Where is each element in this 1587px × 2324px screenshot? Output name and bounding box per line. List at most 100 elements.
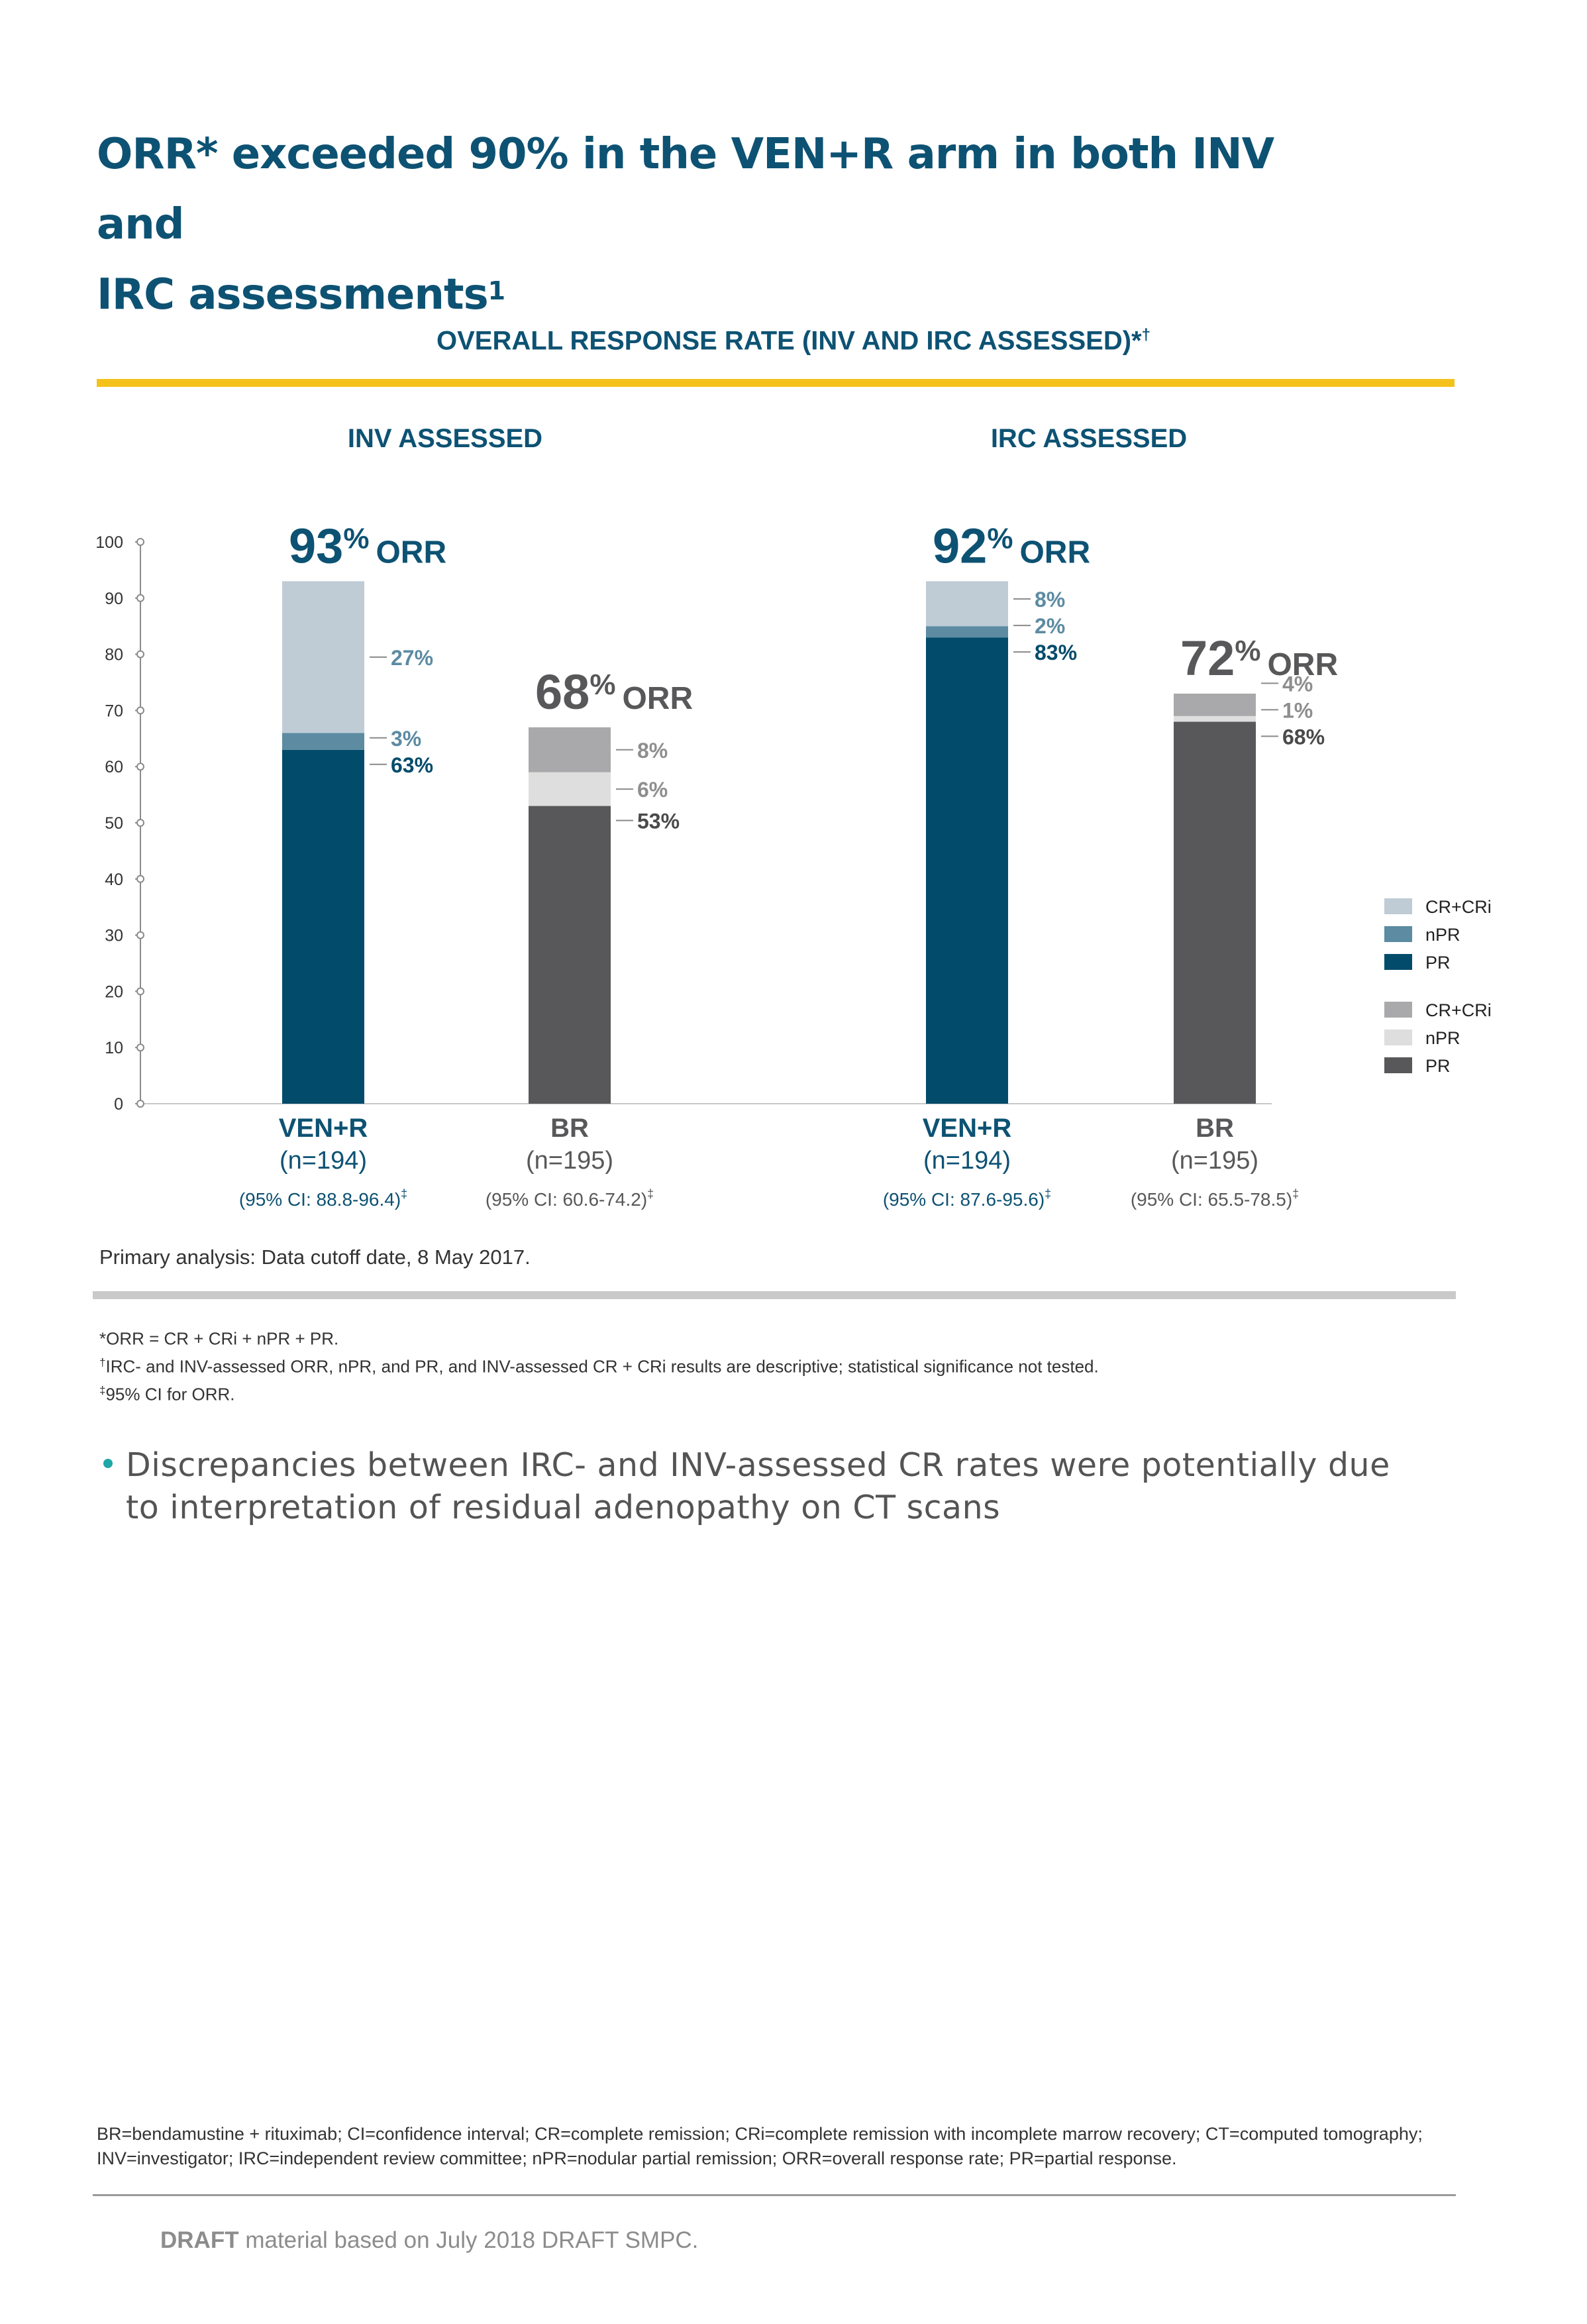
segment-value-label: 8% (637, 739, 668, 763)
orr-value: 92 (933, 518, 987, 573)
segment-value-label: 2% (1035, 614, 1065, 638)
legend-label: PR (1425, 1056, 1451, 1076)
y-tick-label: 100 (95, 533, 123, 552)
divider-rule (93, 1291, 1456, 1299)
legend-label: PR (1425, 953, 1451, 973)
ci-text: (95% CI: 87.6-95.6) (883, 1189, 1045, 1210)
panel-title-inv: INV ASSESSED (347, 424, 543, 453)
orr-headline: 92% ORR (933, 518, 1090, 573)
legend-swatch (1384, 898, 1412, 914)
segment-value-label: 68% (1282, 725, 1325, 749)
category-ci-label: (95% CI: 88.8-96.4)‡ (239, 1187, 407, 1210)
category-label: BR (550, 1114, 589, 1143)
orr-suffix: ORR (376, 535, 446, 570)
y-tick-dot (136, 650, 144, 659)
orr-suffix: ORR (1019, 535, 1090, 570)
bar-segment-cr-cri (1174, 693, 1256, 716)
panel-title-irc: IRC ASSESSED (990, 424, 1188, 453)
segment-value-label: 27% (391, 646, 433, 670)
title-line-1: ORR* exceeded 90% in the VEN+R arm in bo… (97, 130, 1274, 249)
y-tick-label: 30 (105, 927, 123, 945)
y-tick-dot (136, 706, 144, 715)
page-title: ORR* exceeded 90% in the VEN+R arm in bo… (97, 119, 1289, 330)
legend-swatch (1384, 926, 1412, 942)
footnote-descriptive: †IRC- and INV-assessed ORR, nPR, and PR,… (99, 1356, 1099, 1377)
cutoff-note: Primary analysis: Data cutoff date, 8 Ma… (99, 1245, 531, 1269)
footnote-text: *ORR = CR + CRi + nPR + PR. (99, 1328, 339, 1349)
ci-sup: ‡ (647, 1187, 654, 1200)
category-n-label: (n=194) (280, 1147, 367, 1175)
orr-percent: % (589, 668, 615, 701)
y-tick-label: 20 (105, 982, 123, 1001)
category-ci-label: (95% CI: 65.5-78.5)‡ (1131, 1187, 1299, 1210)
title-ref: 1 (487, 276, 505, 305)
segment-value-label: 4% (1282, 672, 1313, 696)
segment-value-label: 83% (1035, 641, 1077, 664)
y-tick-label: 70 (105, 702, 123, 720)
footnote-text: 95% CI for ORR. (105, 1384, 235, 1404)
bar-segment-npr (1174, 715, 1256, 722)
orr-percent: % (343, 522, 369, 555)
draft-notice: DRAFT material based on July 2018 DRAFT … (160, 2227, 698, 2254)
bar-segment-pr (926, 637, 1008, 1104)
y-tick-dot (136, 538, 144, 546)
footnote-ci: ‡95% CI for ORR. (99, 1384, 235, 1405)
chart-title: OVERALL RESPONSE RATE (INV AND IRC ASSES… (0, 326, 1587, 356)
chart-title-text: OVERALL RESPONSE RATE (INV AND IRC ASSES… (436, 326, 1142, 356)
draft-bold: DRAFT (160, 2227, 239, 2253)
orr-headline: 72% ORR (1180, 631, 1338, 686)
ci-sup: ‡ (1045, 1187, 1051, 1200)
y-tick-dot (136, 1100, 144, 1108)
y-tick-dot (136, 763, 144, 771)
legend-label: nPR (1425, 1028, 1460, 1048)
y-tick-dot (136, 819, 144, 827)
segment-value-label: 63% (391, 753, 433, 777)
ci-text: (95% CI: 88.8-96.4) (239, 1189, 401, 1210)
segment-value-label: 3% (391, 727, 421, 751)
category-n-label: (n=195) (526, 1147, 613, 1175)
segment-value-label: 6% (637, 778, 668, 802)
y-tick-label: 80 (105, 646, 123, 664)
footnote-text: IRC- and INV-assessed ORR, nPR, and PR, … (105, 1356, 1099, 1377)
orr-headline: 68% ORR (535, 664, 693, 719)
legend-swatch (1384, 1030, 1412, 1045)
ci-text: (95% CI: 60.6-74.2) (486, 1189, 647, 1210)
footnote-sup: † (99, 1356, 106, 1369)
bar-segment-pr (529, 806, 611, 1104)
bar-segment-cr-cri (529, 727, 611, 772)
y-tick-label: 90 (105, 590, 123, 608)
category-n-label: (n=195) (1171, 1147, 1258, 1175)
footnote-orr: *ORR = CR + CRi + nPR + PR. (99, 1328, 338, 1349)
category-ci-label: (95% CI: 60.6-74.2)‡ (486, 1187, 654, 1210)
orr-value: 72 (1180, 631, 1235, 686)
bar-segment-pr (1174, 721, 1256, 1104)
y-tick-dot (136, 874, 144, 883)
abbreviations: BR=bendamustine + rituximab; CI=confiden… (97, 2124, 1423, 2168)
bar-segment-pr (282, 749, 364, 1104)
y-tick-dot (136, 1043, 144, 1052)
bar-segment-npr (529, 772, 611, 806)
segment-value-label: 53% (637, 810, 680, 833)
orr-percent: % (987, 522, 1013, 555)
footnote-sup: ‡ (99, 1384, 106, 1397)
y-tick-label: 10 (105, 1039, 123, 1057)
orr-percent: % (1235, 635, 1260, 667)
legend-label: CR+CRi (1425, 897, 1492, 917)
chart-title-sup: † (1141, 326, 1151, 344)
accent-rule (97, 379, 1455, 387)
category-n-label: (n=194) (923, 1147, 1011, 1175)
y-tick-label: 40 (105, 871, 123, 889)
legend-swatch (1384, 1057, 1412, 1073)
y-tick-dot (136, 594, 144, 602)
draft-rest: material based on July 2018 DRAFT SMPC. (238, 2227, 699, 2253)
orr-value: 93 (289, 518, 343, 573)
category-label: VEN+R (279, 1114, 368, 1143)
orr-suffix: ORR (622, 681, 693, 716)
legend-swatch (1384, 1002, 1412, 1018)
orr-headline: 93% ORR (289, 518, 446, 573)
y-tick-dot (136, 931, 144, 939)
category-ci-label: (95% CI: 87.6-95.6)‡ (883, 1187, 1051, 1210)
bar-segment-cr-cri (926, 581, 1008, 627)
bar-segment-cr-cri (282, 581, 364, 733)
